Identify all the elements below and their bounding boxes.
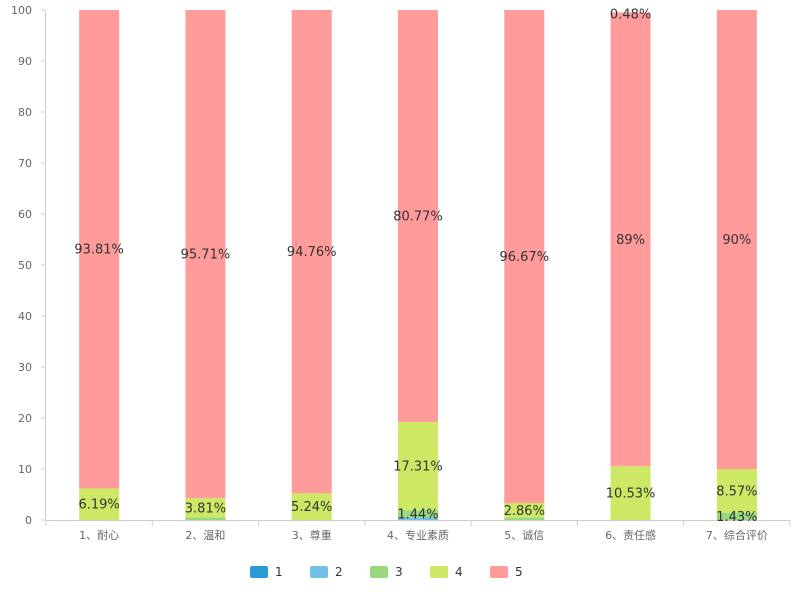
legend-swatch-4[interactable] xyxy=(430,566,448,578)
x-tick-label: 1、耐心 xyxy=(79,529,119,542)
bar-segment-series-3 xyxy=(504,517,545,520)
data-label: 89% xyxy=(616,233,645,248)
data-label: 6.19% xyxy=(78,498,119,513)
y-tick-label: 70 xyxy=(18,157,32,170)
legend-label-3[interactable]: 3 xyxy=(395,565,403,579)
legend-label-2[interactable]: 2 xyxy=(335,565,343,579)
x-tick-label: 7、综合评价 xyxy=(706,528,768,542)
y-tick-label: 10 xyxy=(18,463,32,476)
bar-segment-series-4 xyxy=(504,503,545,518)
data-label: 96.67% xyxy=(499,250,549,265)
legend-label-1[interactable]: 1 xyxy=(275,565,283,579)
bar-segment-series-4 xyxy=(79,488,120,520)
data-label: 1.43% xyxy=(716,510,757,525)
y-tick-label: 80 xyxy=(18,106,32,119)
bar-segment-series-3 xyxy=(716,512,757,520)
legend-swatch-5[interactable] xyxy=(490,566,508,578)
y-tick-label: 50 xyxy=(18,259,32,272)
bar-segment-series-5 xyxy=(79,10,120,489)
legend-label-5[interactable]: 5 xyxy=(515,565,523,579)
y-tick-label: 30 xyxy=(18,361,32,374)
data-label: 17.31% xyxy=(393,460,443,475)
bar-segment-series-5 xyxy=(398,10,438,422)
data-label: 0.48% xyxy=(610,8,651,23)
bar-segment-series-5 xyxy=(716,10,757,469)
bar-segment-series-2 xyxy=(398,517,438,520)
y-tick-label: 60 xyxy=(18,208,32,221)
bar-segment-series-5 xyxy=(291,10,332,494)
bar-segment-series-5 xyxy=(185,10,226,499)
data-label: 94.76% xyxy=(287,245,337,260)
legend-swatch-3[interactable] xyxy=(370,566,388,578)
y-tick-label: 0 xyxy=(25,514,32,527)
bar-segment-series-4 xyxy=(716,469,757,513)
legend-label-4[interactable]: 4 xyxy=(455,565,463,579)
y-tick-label: 90 xyxy=(18,55,32,68)
bar-segment-series-3 xyxy=(185,517,226,520)
y-tick-label: 20 xyxy=(18,412,32,425)
legend-swatch-1[interactable] xyxy=(250,566,268,578)
data-label: 1.44% xyxy=(397,507,438,522)
bar-segment-series-4 xyxy=(185,498,226,518)
bar-segment-series-4 xyxy=(398,421,438,511)
bar-segment-series-3 xyxy=(398,510,438,518)
x-tick-label: 2、温和 xyxy=(185,529,225,542)
data-label: 90% xyxy=(722,233,751,248)
x-tick-label: 5、诚信 xyxy=(504,529,544,542)
data-label: 95.71% xyxy=(181,248,231,263)
y-tick-label: 40 xyxy=(18,310,32,323)
data-label: 2.86% xyxy=(504,504,545,519)
data-label: 5.24% xyxy=(291,500,332,515)
legend-swatch-2[interactable] xyxy=(310,566,328,578)
bar-segment-series-4 xyxy=(291,493,332,520)
data-label: 80.77% xyxy=(393,209,443,224)
bar-segment-series-5 xyxy=(610,12,651,467)
x-tick-label: 3、尊重 xyxy=(292,528,332,542)
x-tick-label: 4、专业素质 xyxy=(387,528,449,542)
data-label: 3.81% xyxy=(185,501,226,516)
x-tick-label: 6、责任感 xyxy=(605,529,656,542)
data-label: 10.53% xyxy=(606,487,656,502)
bar-segment-series-5 xyxy=(504,10,545,504)
y-tick-label: 100 xyxy=(11,4,32,17)
bar-segment-series-4 xyxy=(610,466,651,520)
data-label: 93.81% xyxy=(74,243,124,258)
data-label: 8.57% xyxy=(716,484,757,499)
